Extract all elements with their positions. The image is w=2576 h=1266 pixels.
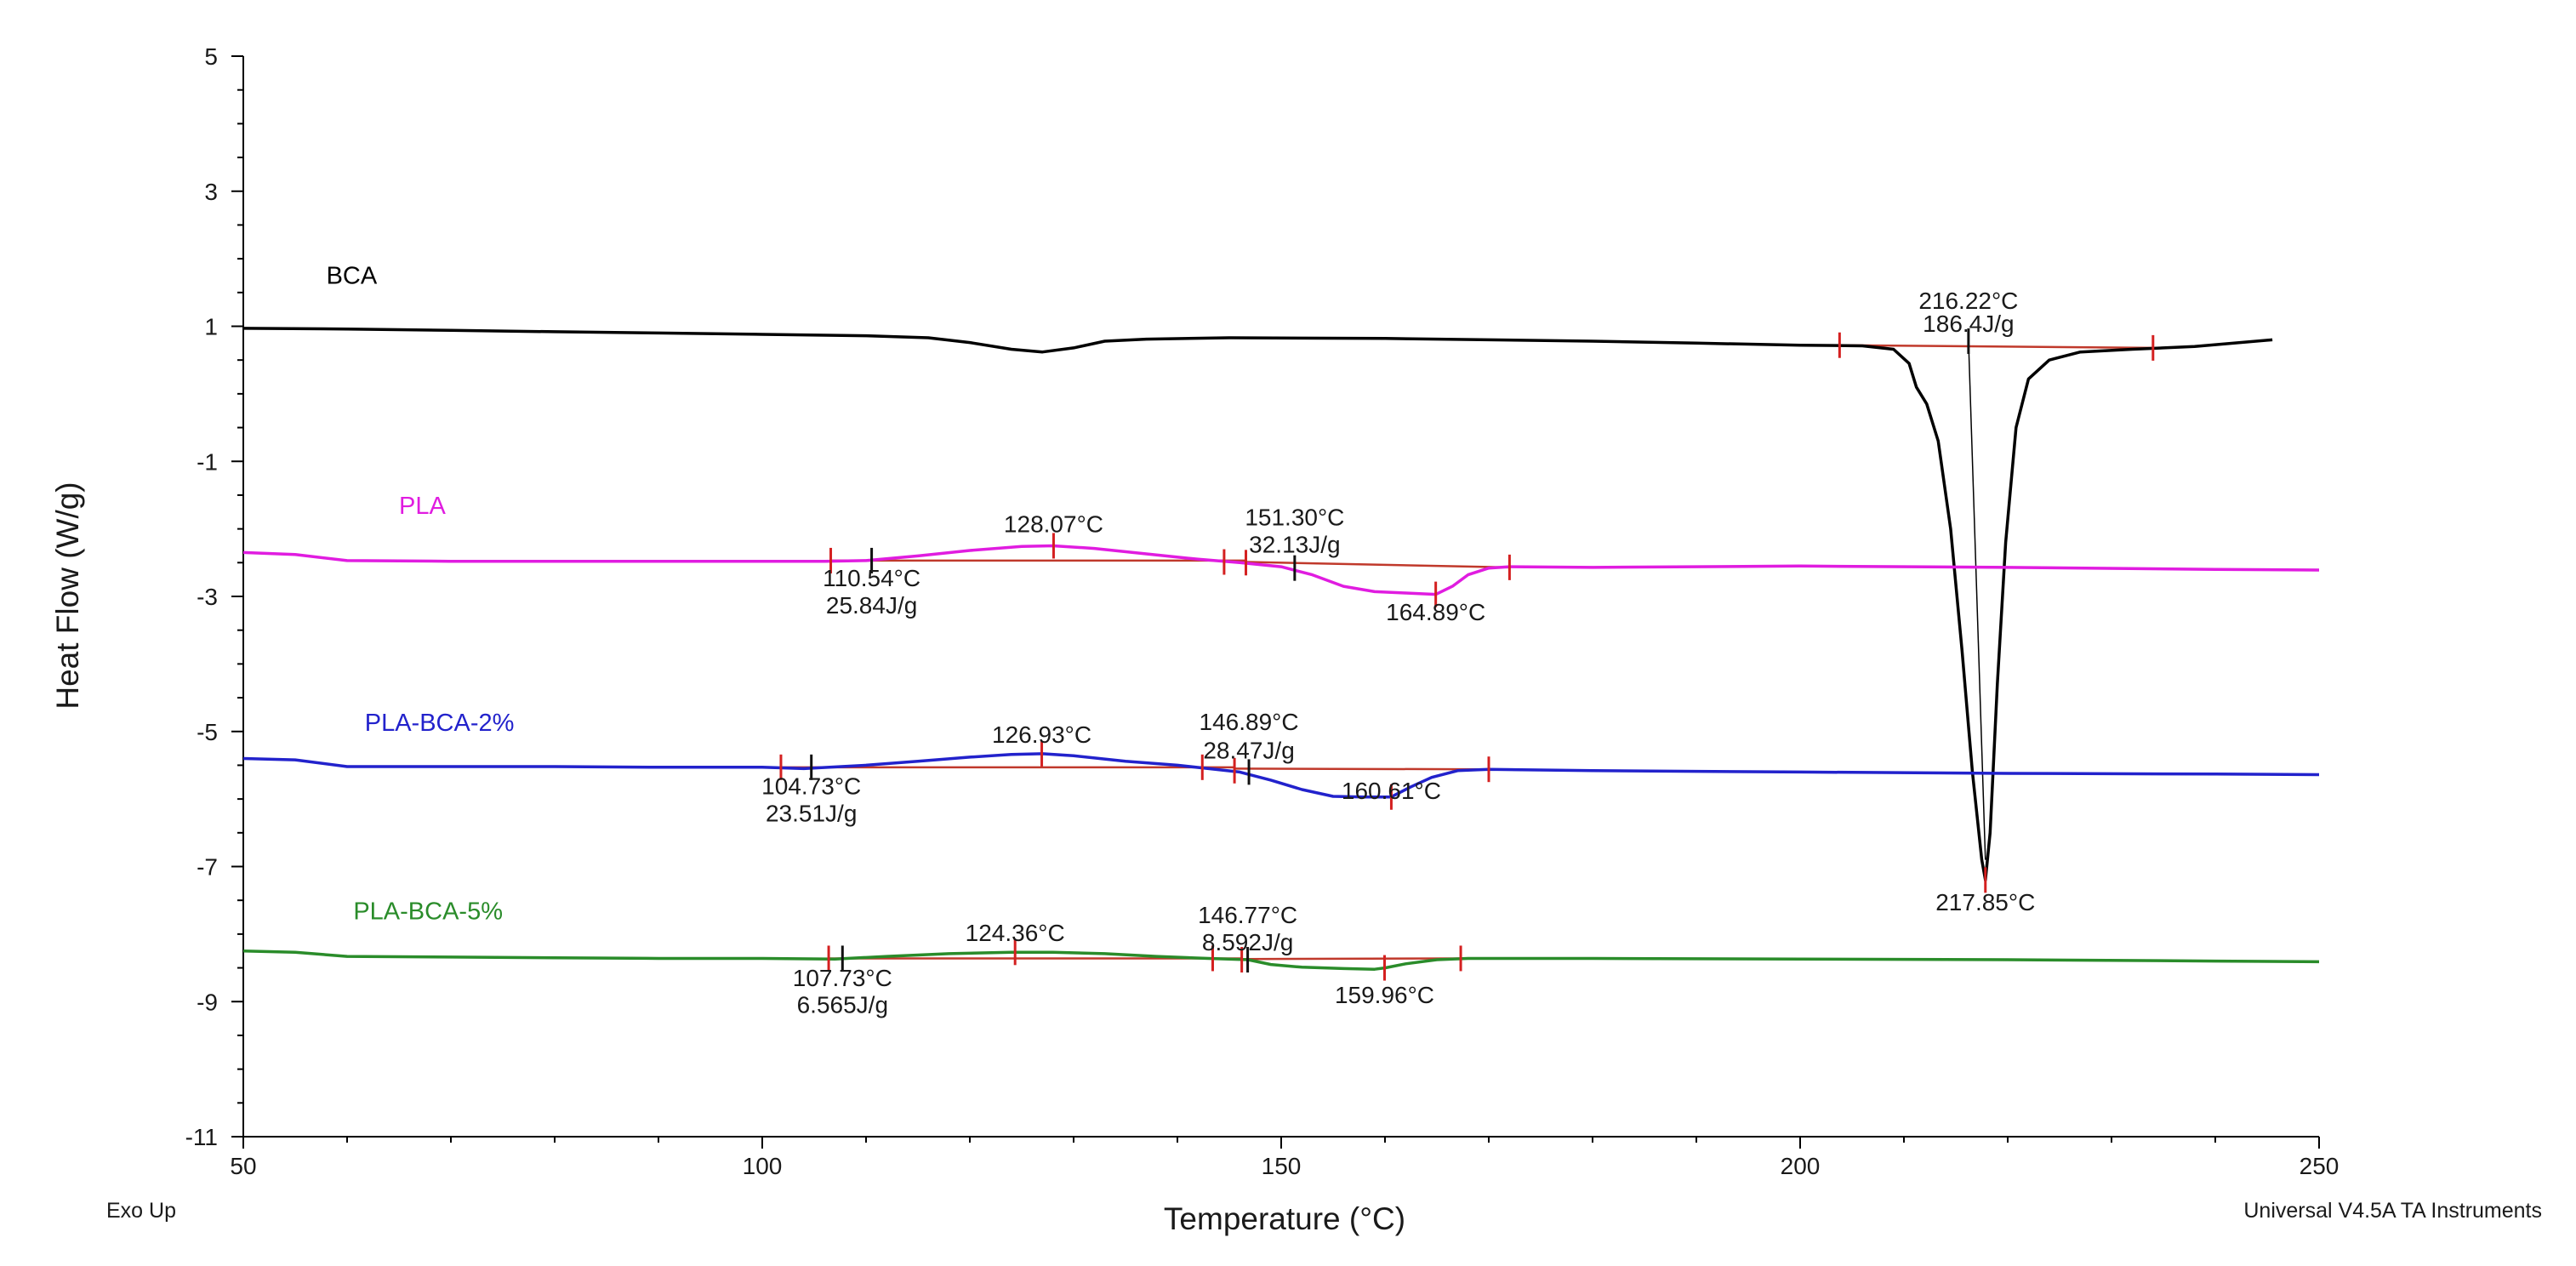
series-layer: [242, 327, 2320, 971]
data-label: 186.4J/g: [1923, 311, 2014, 337]
axes-layer: 5 3 1 -1 -3 -5 -7 -9 -11 50 100 150 200 250: [185, 43, 2339, 1179]
baseline: [1234, 767, 1490, 771]
exo-up-label: Exo Up: [106, 1199, 176, 1223]
x-tick-label: 250: [2300, 1153, 2339, 1179]
baseline: [1839, 344, 2153, 350]
series-line-bca: [242, 327, 2273, 882]
y-tick-label: -11: [185, 1124, 218, 1150]
x-tick-label: 150: [1262, 1153, 1302, 1179]
series-name-pla-bca-2: PLA-BCA-2%: [365, 710, 515, 737]
x-tick-label: 200: [1781, 1153, 1821, 1179]
data-label: 146.77°C: [1198, 902, 1297, 928]
series-line-pla: [242, 544, 2320, 596]
series-name-pla-bca-5: PLA-BCA-5%: [353, 898, 503, 925]
series-name-bca: BCA: [327, 262, 378, 289]
y-tick-label: 1: [204, 314, 218, 340]
data-label: 146.89°C: [1200, 709, 1299, 735]
data-label: 25.84J/g: [826, 592, 917, 619]
y-tick-label: 3: [204, 179, 218, 205]
y-axis-title: Heat Flow (W/g): [50, 482, 85, 709]
data-label: 104.73°C: [761, 773, 861, 800]
data-label: 164.89°C: [1386, 599, 1485, 625]
data-label: 126.93°C: [992, 721, 1091, 748]
data-label: 151.30°C: [1245, 505, 1344, 531]
y-tick-label: 5: [204, 43, 218, 70]
data-label: 128.07°C: [1004, 511, 1103, 538]
peak-integration-line: [1968, 339, 1986, 860]
data-label: 8.592J/g: [1202, 929, 1293, 955]
marker-layer: [779, 328, 2155, 981]
y-tick-label: -1: [197, 448, 218, 475]
data-label: 107.73°C: [793, 965, 892, 991]
y-tick-label: -7: [197, 854, 218, 881]
data-label: 159.96°C: [1335, 982, 1434, 1008]
y-tick-label: -5: [197, 719, 218, 745]
data-label: 110.54°C: [823, 565, 920, 591]
x-tick-label: 50: [230, 1153, 256, 1179]
series-line-pla-bca-5: [242, 949, 2320, 971]
data-label: 124.36°C: [966, 920, 1065, 946]
data-label: 217.85°C: [1935, 889, 2035, 915]
data-label: 216.22°C: [1918, 288, 2018, 314]
baseline: [1245, 561, 1510, 569]
data-label: 160.61°C: [1342, 778, 1441, 804]
series-line-pla-bca-2: [242, 752, 2320, 799]
data-label: 32.13J/g: [1249, 531, 1340, 557]
data-label: 28.47J/g: [1203, 738, 1294, 764]
data-label: 23.51J/g: [766, 800, 857, 826]
instrument-label: Universal V4.5A TA Instruments: [2243, 1199, 2542, 1223]
y-tick-label: -9: [197, 989, 218, 1015]
baseline-layer: [780, 339, 2153, 961]
y-tick-label: -3: [197, 584, 218, 610]
baseline: [1241, 957, 1462, 961]
x-tick-label: 100: [743, 1153, 783, 1179]
x-axis-title: Temperature (°C): [1164, 1201, 1405, 1236]
data-label: 6.565J/g: [797, 992, 888, 1018]
series-name-pla: PLA: [399, 493, 446, 520]
